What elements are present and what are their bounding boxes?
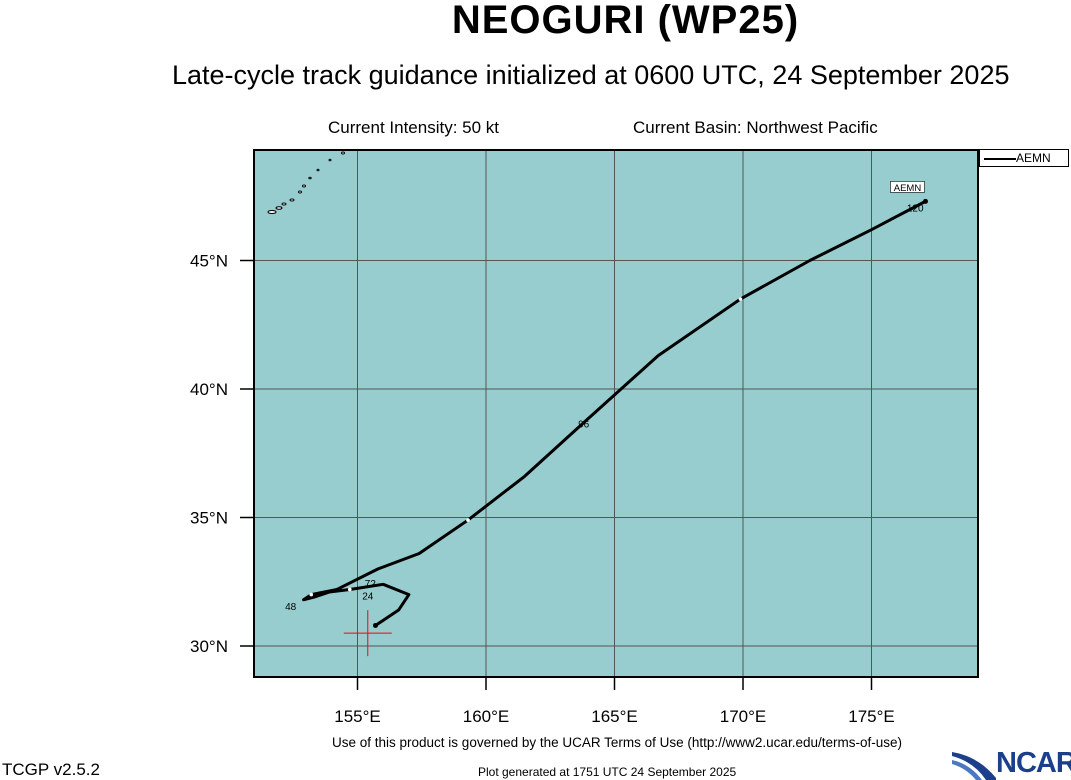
island-shape <box>275 206 283 210</box>
track-point <box>347 587 352 592</box>
ncar-logo-swoosh <box>952 752 996 780</box>
terms-of-use: Use of this product is governed by the U… <box>332 735 902 750</box>
legend-label-aemn: AEMN <box>1016 151 1051 165</box>
island-shape <box>281 202 287 206</box>
forecast-hour-label: 72 <box>365 579 377 590</box>
current-position-marker <box>343 610 392 657</box>
map-subtitle: Late-cycle track guidance initialized at… <box>172 60 1010 90</box>
lon-tick-label: 155°E <box>334 707 381 726</box>
lon-tick-label: 175°E <box>848 707 895 726</box>
lat-tick-label: 30°N <box>190 637 228 656</box>
island-shape <box>316 168 320 172</box>
island-shape <box>298 190 302 194</box>
current-basin: Current Basin: Northwest Pacific <box>633 118 878 137</box>
forecast-hour-label: 120 <box>907 204 924 215</box>
forecast-hour-label: 96 <box>578 420 590 431</box>
island-shape <box>341 151 345 155</box>
forecast-tracks: 24 48 72 96 120 AEMN <box>285 181 928 628</box>
forecast-hour-label: 48 <box>285 602 297 613</box>
track-point <box>738 297 743 301</box>
axis-ticks: 155°E 160°E 165°E 170°E 175°E 45°N 40°N 35°N 30°… <box>190 252 895 727</box>
island-shape <box>328 158 332 162</box>
lat-tick-label: 40°N <box>190 380 228 399</box>
track-start-point <box>372 622 378 628</box>
island-shape <box>308 176 312 180</box>
lon-tick-label: 165°E <box>591 707 638 726</box>
legend-box: AEMN <box>979 149 1069 167</box>
track-name-box <box>890 181 925 193</box>
lat-tick-label: 45°N <box>190 252 228 271</box>
track-name-label: AEMN <box>894 183 922 194</box>
ncar-logo-text: NCAR <box>996 747 1071 779</box>
generated-timestamp: Plot generated at 1751 UTC 24 September … <box>478 765 737 779</box>
storm-title: NEOGURI (WP25) <box>451 0 800 42</box>
lon-tick-label: 160°E <box>463 707 510 726</box>
island-shape <box>289 198 295 202</box>
track-line-aemn <box>302 200 927 627</box>
legend-line-aemn <box>984 158 1016 160</box>
version-label: TCGP v2.5.2 <box>2 760 100 779</box>
island-shape <box>267 210 277 214</box>
ncar-logo: NCAR <box>950 747 1071 780</box>
coastline-islands <box>267 151 345 214</box>
forecast-hour-label: 24 <box>362 592 374 603</box>
lon-tick-label: 170°E <box>720 707 767 726</box>
map-frame <box>253 149 979 678</box>
track-end-point <box>922 198 928 204</box>
lat-tick-label: 35°N <box>190 509 228 528</box>
track-point <box>309 592 314 597</box>
track-point <box>466 518 470 522</box>
current-intensity: Current Intensity: 50 kt <box>328 118 500 137</box>
island-shape <box>302 184 306 188</box>
